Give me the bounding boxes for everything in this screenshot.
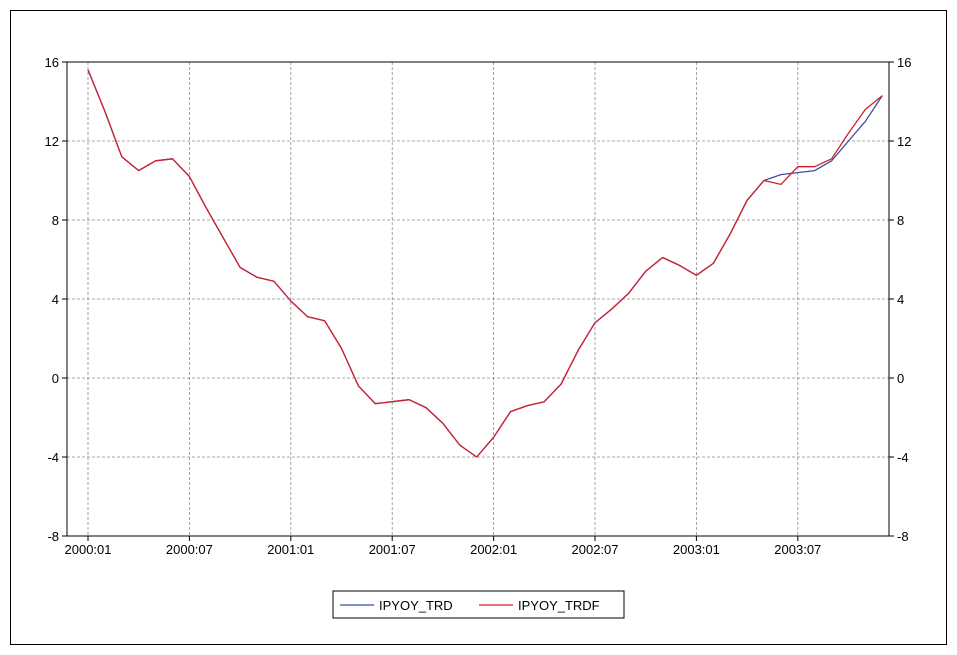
y-tick-label-left: 12: [45, 134, 59, 149]
x-tick-label: 2003:01: [673, 542, 720, 557]
y-tick-label-right: 8: [897, 213, 904, 228]
legend-box: [332, 590, 625, 619]
y-tick-label-right: -8: [897, 529, 909, 544]
grid-lines: [67, 62, 889, 536]
y-tick-label-right: -4: [897, 450, 909, 465]
legend-label-ipyoy-trdf: IPYOY_TRDF: [518, 598, 600, 613]
y-tick-label-right: 12: [897, 134, 911, 149]
x-tick-label: 2000:07: [166, 542, 213, 557]
y-tick-label-left: 4: [52, 292, 59, 307]
x-tick-label: 2003:07: [774, 542, 821, 557]
x-tick-label: 2002:07: [572, 542, 619, 557]
y-tick-label-right: 4: [897, 292, 904, 307]
x-tick-label: 2001:07: [369, 542, 416, 557]
series-line-ipyoy-trd: [87, 69, 883, 458]
y-tick-label-right: 0: [897, 371, 904, 386]
series-lines: [87, 69, 883, 458]
x-tick-label: 2001:01: [267, 542, 314, 557]
y-tick-label-left: -4: [47, 450, 59, 465]
y-tick-label-left: -8: [47, 529, 59, 544]
x-tick-label: 2000:01: [65, 542, 112, 557]
legend: IPYOY_TRD IPYOY_TRDF: [332, 590, 625, 619]
chart-frame: [10, 10, 947, 645]
x-tick-label: 2002:01: [470, 542, 517, 557]
axis-ticks: -8 -8 -4 -4 0 0 4 4 8 8 12 12 16 16 2000:01 2000:07 2001…: [45, 55, 912, 557]
y-tick-label-left: 8: [52, 213, 59, 228]
y-tick-label-right: 16: [897, 55, 911, 70]
legend-label-ipyoy-trd: IPYOY_TRD: [379, 598, 453, 613]
y-tick-label-left: 16: [45, 55, 59, 70]
series-line-ipyoy-trdf: [87, 69, 883, 458]
y-tick-label-left: 0: [52, 371, 59, 386]
